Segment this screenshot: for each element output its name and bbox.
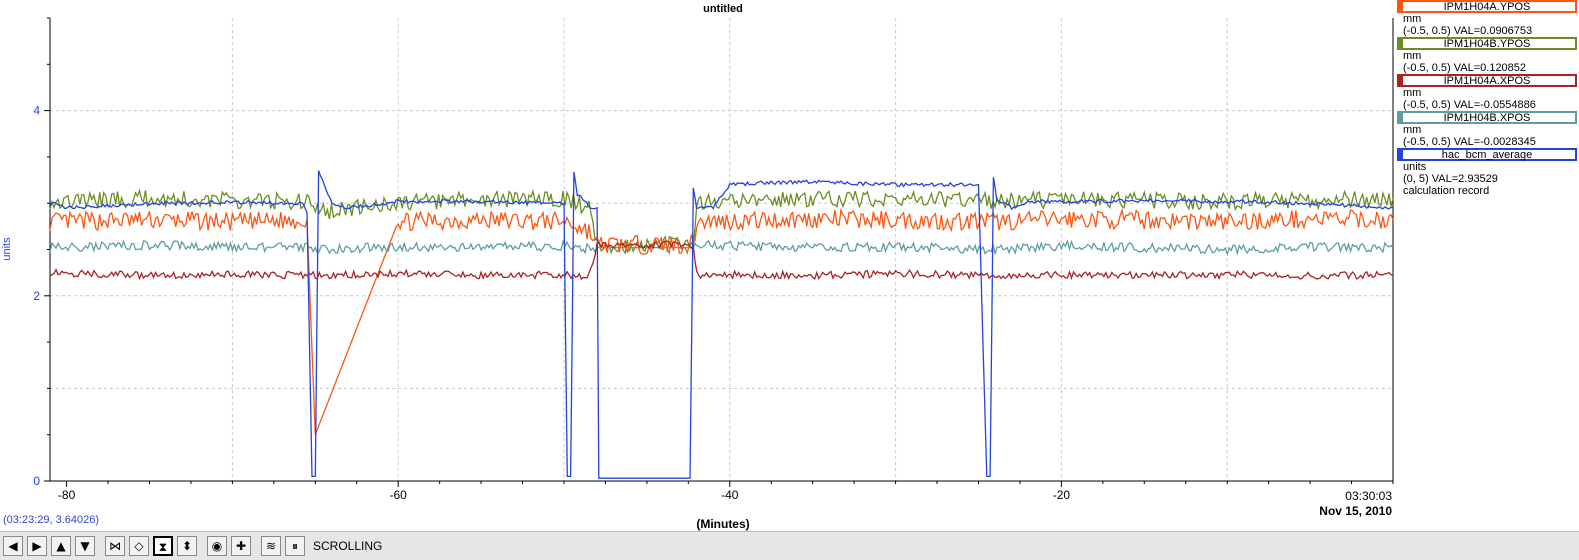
legend-series-label: IPM1H04B.XPOS [1443, 112, 1531, 124]
chart-plot[interactable]: untitled -80 -60 -40 -20 0 2 4 units (Minutes)… [0, 0, 1579, 531]
legend-range: (-0.5, 0.5) [1403, 99, 1451, 111]
axes: -80 -60 -40 -20 0 2 4 [33, 17, 1394, 502]
grid [50, 18, 1393, 481]
y-tick-label: 2 [33, 289, 40, 303]
legend-entry[interactable]: IPM1H04B.XPOS mm (-0.5, 0.5) VAL=-0.002834… [1397, 111, 1577, 148]
arrow-left-icon[interactable]: ◀ [3, 536, 23, 556]
x-end-time-label: 03:30:03 [1345, 489, 1392, 503]
series-line-hac-bcm-average [49, 170, 1394, 479]
legend-series-label: IPM1H04B.YPOS [1443, 38, 1531, 50]
legend-color-swatch [1399, 2, 1403, 11]
legend-series-label: IPM1H04A.YPOS [1443, 1, 1531, 13]
crosshair-icon[interactable]: ✚ [231, 536, 251, 556]
pause-icon[interactable]: ⏸ [285, 536, 305, 556]
legend-series-name[interactable]: IPM1H04A.YPOS [1397, 0, 1577, 13]
legend-entry[interactable]: IPM1H04A.YPOS mm (-0.5, 0.5) VAL=0.0906753 [1397, 0, 1577, 37]
legend-range: (0, 5) [1403, 173, 1429, 185]
x-axis-label: (Minutes) [696, 517, 749, 531]
toolbar: ◀ ▶ ▲ ▼ ⋈ ◇ ⧗ ⬍ ◉ ✚ ≋ ⏸ SCROLLING [0, 531, 1579, 560]
legend-color-swatch [1399, 113, 1403, 122]
chart-title: untitled [703, 3, 743, 15]
legend-value: VAL=-0.0028345 [1453, 136, 1536, 148]
legend-range: (-0.5, 0.5) [1403, 136, 1451, 148]
legend-color-swatch [1399, 39, 1403, 48]
zoom-out-horizontal-icon[interactable]: ◇ [129, 536, 149, 556]
legend-range: (-0.5, 0.5) [1403, 62, 1451, 74]
legend-units: mm [1403, 87, 1422, 99]
legend-color-swatch [1399, 150, 1403, 159]
legend-units: mm [1403, 124, 1422, 136]
series-line-ipm1h04a-xpos [49, 240, 1394, 281]
legend-range-value: (-0.5, 0.5) VAL=0.120852 [1397, 62, 1577, 74]
legend-color-swatch [1399, 76, 1403, 85]
x-tick-label: -60 [390, 488, 408, 502]
x-date-label: Nov 15, 2010 [1319, 504, 1392, 518]
y-tick-label: 0 [33, 474, 40, 488]
arrow-up-icon[interactable]: ▲ [51, 536, 71, 556]
legend-value: VAL=-0.0554886 [1453, 99, 1536, 111]
legend-range-value: (-0.5, 0.5) VAL=0.0906753 [1397, 25, 1577, 37]
x-tick-label: -20 [1053, 488, 1071, 502]
mode-label: SCROLLING [313, 539, 383, 553]
legend-extra-text: calculation record [1403, 185, 1490, 197]
series-line-ipm1h04b-ypos [49, 188, 1394, 255]
series-line-ipm1h04a-ypos [49, 207, 1394, 435]
autoscale-icon[interactable]: ◉ [207, 536, 227, 556]
arrow-right-icon[interactable]: ▶ [27, 536, 47, 556]
zoom-in-vertical-icon[interactable]: ⧗ [153, 536, 173, 556]
legend-units: mm [1403, 50, 1422, 62]
series-lines [49, 170, 1394, 479]
legend-value: VAL=0.0906753 [1453, 25, 1533, 37]
legend-series-name[interactable]: IPM1H04A.XPOS [1397, 74, 1577, 87]
legend-units: units [1403, 161, 1427, 173]
cursor-coordinate-readout: (03:23:29, 3.64026) [3, 514, 100, 526]
series-line-ipm1h04b-xpos [49, 239, 1394, 257]
legend: IPM1H04A.YPOS mm (-0.5, 0.5) VAL=0.0906753… [1397, 0, 1577, 197]
legend-entry[interactable]: IPM1H04A.XPOS mm (-0.5, 0.5) VAL=-0.055488… [1397, 74, 1577, 111]
zoom-out-vertical-icon[interactable]: ⬍ [177, 536, 197, 556]
legend-series-label: IPM1H04A.XPOS [1443, 75, 1531, 87]
legend-range-value: (-0.5, 0.5) VAL=-0.0554886 [1397, 99, 1577, 111]
x-tick-label: -40 [721, 488, 739, 502]
legend-value: VAL=2.93529 [1431, 173, 1498, 185]
legend-entry[interactable]: IPM1H04B.YPOS mm (-0.5, 0.5) VAL=0.120852 [1397, 37, 1577, 74]
scroll-mode-icon[interactable]: ≋ [261, 536, 281, 556]
legend-units: mm [1403, 13, 1422, 25]
legend-series-name[interactable]: IPM1H04B.XPOS [1397, 111, 1577, 124]
legend-value: VAL=0.120852 [1453, 62, 1527, 74]
y-axis-label: units [1, 237, 13, 261]
legend-series-name[interactable]: hac_bcm_average [1397, 148, 1577, 161]
y-tick-label: 4 [33, 104, 40, 118]
legend-series-label: hac_bcm_average [1441, 149, 1533, 161]
legend-range-value: (0, 5) VAL=2.93529 [1397, 173, 1577, 185]
legend-range: (-0.5, 0.5) [1403, 25, 1451, 37]
legend-series-name[interactable]: IPM1H04B.YPOS [1397, 37, 1577, 50]
zoom-in-horizontal-icon[interactable]: ⋈ [105, 536, 125, 556]
x-tick-label: -80 [58, 488, 76, 502]
arrow-down-icon[interactable]: ▼ [75, 536, 95, 556]
legend-range-value: (-0.5, 0.5) VAL=-0.0028345 [1397, 136, 1577, 148]
